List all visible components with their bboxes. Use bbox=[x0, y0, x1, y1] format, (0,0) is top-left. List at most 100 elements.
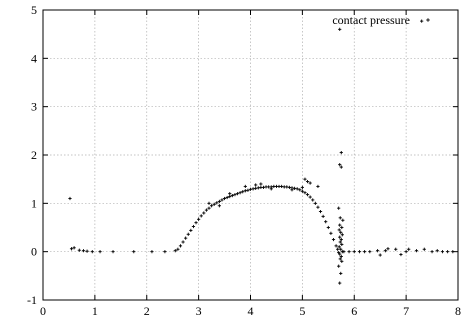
data-point bbox=[163, 250, 167, 254]
y-tick-label: 5 bbox=[31, 3, 37, 17]
data-point bbox=[228, 192, 232, 196]
data-point bbox=[287, 185, 292, 189]
y-tick-label: -1 bbox=[27, 293, 37, 307]
x-tick-label: 1 bbox=[92, 304, 98, 318]
data-point bbox=[303, 191, 307, 195]
data-point bbox=[298, 188, 302, 192]
data-point bbox=[209, 204, 214, 208]
data-point bbox=[337, 228, 341, 232]
data-point bbox=[184, 236, 188, 240]
data-point bbox=[342, 250, 346, 254]
data-point bbox=[300, 189, 304, 193]
y-tick-label: 3 bbox=[31, 100, 37, 114]
data-point bbox=[338, 223, 342, 227]
data-point bbox=[176, 247, 180, 251]
data-point bbox=[235, 192, 240, 196]
data-point bbox=[308, 195, 312, 199]
data-point bbox=[256, 186, 260, 190]
data-point bbox=[339, 230, 343, 234]
data-point bbox=[178, 244, 183, 248]
data-point bbox=[329, 231, 333, 235]
data-point bbox=[280, 184, 284, 189]
data-point bbox=[394, 247, 398, 251]
legend: contact pressure bbox=[332, 13, 430, 27]
data-point bbox=[189, 228, 193, 232]
data-point bbox=[338, 257, 342, 261]
data-point bbox=[337, 245, 341, 249]
data-point bbox=[339, 247, 343, 251]
data-point bbox=[340, 259, 344, 263]
data-point bbox=[318, 209, 323, 214]
data-point bbox=[194, 221, 198, 225]
data-point bbox=[334, 244, 338, 248]
data-point bbox=[292, 186, 297, 190]
data-point bbox=[338, 163, 342, 167]
data-point bbox=[295, 187, 299, 191]
data-point bbox=[191, 224, 196, 229]
data-point bbox=[215, 201, 219, 205]
y-tick-label: 0 bbox=[31, 245, 37, 259]
data-point bbox=[207, 206, 211, 210]
data-point bbox=[217, 199, 221, 203]
legend-marker-point bbox=[426, 18, 430, 22]
data-point bbox=[246, 188, 250, 192]
data-point bbox=[225, 195, 229, 200]
data-point bbox=[243, 184, 247, 189]
data-point bbox=[241, 190, 245, 194]
data-point bbox=[338, 216, 342, 220]
data-point bbox=[386, 247, 390, 251]
data-point bbox=[440, 250, 445, 254]
data-point bbox=[77, 248, 81, 252]
data-point bbox=[407, 247, 411, 251]
data-point bbox=[326, 225, 330, 230]
data-point bbox=[220, 198, 224, 202]
data-point bbox=[324, 220, 328, 224]
data-point bbox=[313, 201, 317, 205]
data-point bbox=[285, 185, 289, 189]
data-point bbox=[336, 247, 340, 251]
data-point bbox=[254, 183, 258, 187]
x-tick-label: 4 bbox=[248, 304, 254, 318]
data-point bbox=[446, 250, 450, 254]
data-point bbox=[340, 233, 344, 237]
data-point bbox=[173, 249, 177, 253]
data-point bbox=[375, 249, 380, 253]
data-point bbox=[181, 240, 185, 244]
data-point bbox=[378, 253, 382, 257]
data-point bbox=[259, 182, 263, 186]
data-point bbox=[316, 205, 320, 209]
data-point bbox=[337, 206, 341, 210]
data-point bbox=[363, 250, 367, 254]
data-point bbox=[202, 211, 206, 215]
data-point bbox=[337, 264, 341, 268]
data-point bbox=[269, 187, 273, 191]
data-point bbox=[217, 204, 221, 208]
data-point bbox=[261, 185, 266, 189]
data-point bbox=[339, 165, 343, 169]
data-point bbox=[222, 196, 227, 201]
data-point bbox=[248, 187, 253, 191]
data-point bbox=[85, 249, 89, 253]
x-tick-label: 3 bbox=[196, 304, 202, 318]
data-point bbox=[233, 193, 237, 197]
data-point bbox=[340, 242, 344, 247]
data-point bbox=[383, 249, 387, 253]
data-point bbox=[399, 252, 403, 257]
data-point bbox=[197, 217, 201, 221]
data-point bbox=[435, 249, 439, 253]
data-point bbox=[347, 250, 351, 254]
x-tick-label: 0 bbox=[40, 304, 46, 318]
data-point bbox=[339, 237, 343, 242]
data-point bbox=[414, 249, 419, 253]
data-point bbox=[341, 218, 345, 222]
data-point bbox=[338, 252, 342, 256]
data-point bbox=[305, 193, 310, 197]
data-point bbox=[228, 194, 232, 199]
legend-label: contact pressure bbox=[332, 13, 410, 27]
data-point bbox=[368, 250, 372, 254]
x-tick-label: 2 bbox=[144, 304, 150, 318]
data-point bbox=[212, 202, 216, 206]
data-point bbox=[111, 250, 115, 254]
